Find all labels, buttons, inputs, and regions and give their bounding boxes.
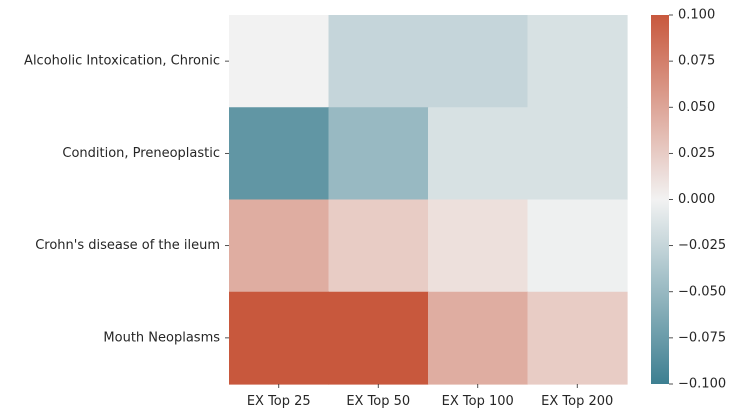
heatmap-cell [428,291,529,385]
column-label: EX Top 25 [247,394,311,409]
colorbar-tick-label: −0.100 [678,377,726,392]
column-label: EX Top 200 [541,394,613,409]
colorbar-tick-label: 0.075 [678,54,715,69]
heatmap-cell [527,15,628,108]
heatmap-cell [229,199,330,293]
heatmap-cell [527,291,628,385]
row-label: Crohn's disease of the ileum [35,238,220,253]
heatmap-cell [229,107,330,201]
heatmap-cell [328,15,429,108]
colorbar-tick-label: −0.050 [678,284,726,299]
heatmap-cell [428,107,529,201]
row-label: Mouth Neoplasms [103,330,220,345]
heatmap-cell [229,15,330,108]
colorbar-tick-label: 0.000 [678,192,715,207]
heatmap-cell [229,291,330,385]
colorbar-tick-label: −0.075 [678,330,726,345]
heatmap-cell [328,199,429,293]
colorbar-tick-label: 0.100 [678,8,715,23]
heatmap-cell [527,107,628,201]
row-label: Condition, Preneoplastic [62,146,220,161]
heatmap-cell [527,199,628,293]
heatmap-cell [428,15,529,108]
heatmap-cell [328,107,429,201]
column-labels: EX Top 25 EX Top 50 EX Top 100 EX Top 200 [247,384,613,409]
row-labels: Alcoholic Intoxication, Chronic Condition… [24,54,229,345]
colorbar-ticks: 0.100 0.075 0.050 0.025 0.000 −0.025 −0.050 −0.… [669,8,726,392]
column-label: EX Top 50 [346,394,410,409]
heatmap-cell [328,291,429,385]
row-label: Alcoholic Intoxication, Chronic [24,54,220,69]
colorbar [651,15,669,384]
column-label: EX Top 100 [442,394,514,409]
colorbar-tick-label: 0.025 [678,146,715,161]
heatmap-cells [229,15,628,385]
colorbar-tick-label: 0.050 [678,100,715,115]
colorbar-tick-label: −0.025 [678,238,726,253]
heatmap-cell [428,199,529,293]
